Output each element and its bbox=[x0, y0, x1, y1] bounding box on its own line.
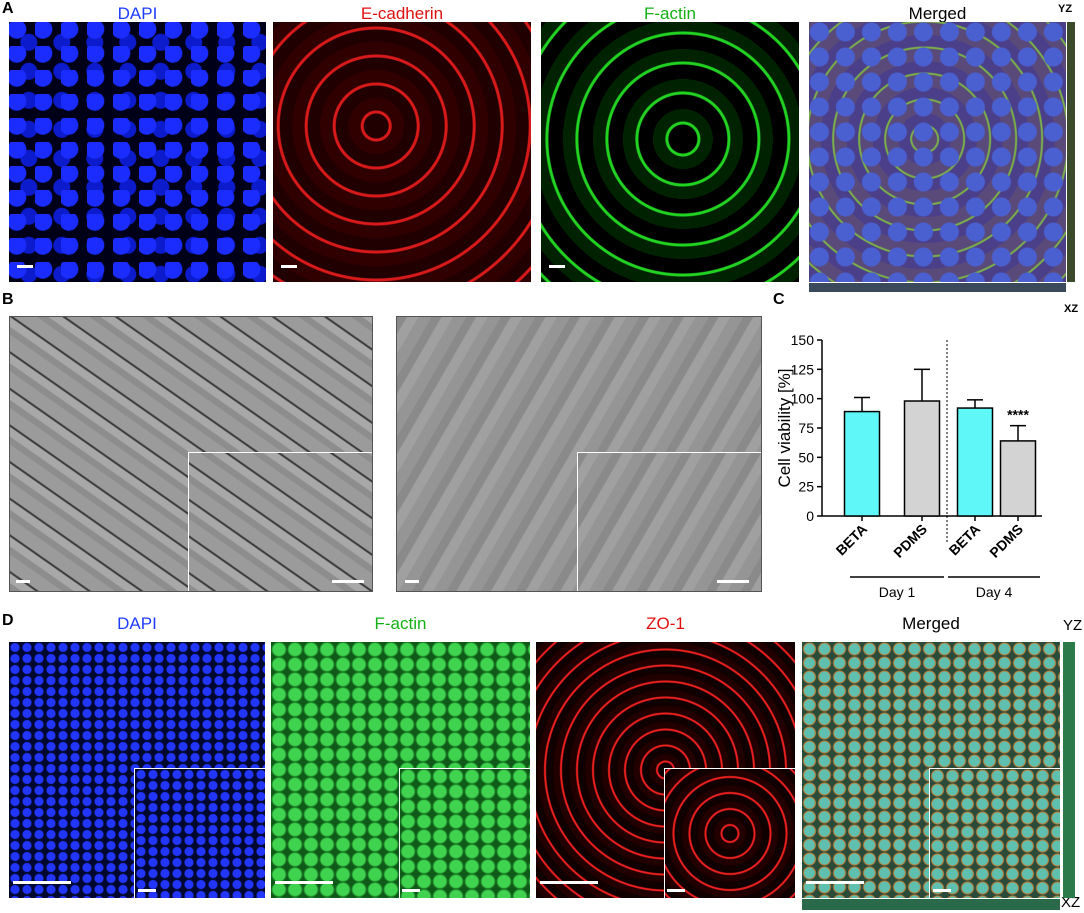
yz-strip bbox=[1067, 22, 1075, 282]
panel-title: DAPI bbox=[117, 614, 157, 633]
y-tick-label: 125 bbox=[791, 361, 815, 377]
panel-title: ZO-1 bbox=[646, 614, 685, 633]
x-tick-label: BETA bbox=[946, 521, 984, 559]
panel-title: F-actin bbox=[374, 614, 427, 633]
panel-label: C bbox=[773, 291, 785, 308]
axis-label: YZ bbox=[1063, 617, 1083, 634]
y-tick-label: 0 bbox=[806, 508, 814, 524]
y-tick-label: 25 bbox=[798, 479, 814, 495]
sem-image bbox=[396, 316, 762, 592]
bar bbox=[999, 440, 1037, 517]
panel-label: A bbox=[2, 0, 14, 17]
axis-label: XZ bbox=[1061, 894, 1081, 911]
bar bbox=[843, 410, 881, 517]
micrograph bbox=[809, 22, 1066, 282]
micrograph bbox=[541, 22, 799, 282]
group-label: Day 4 bbox=[976, 584, 1013, 600]
y-axis-label: Cell viability [%] bbox=[775, 368, 794, 487]
micrograph bbox=[536, 642, 795, 898]
micrograph bbox=[9, 22, 266, 282]
xz-strip bbox=[809, 283, 1066, 292]
micrograph bbox=[9, 642, 265, 898]
y-tick-label: 75 bbox=[798, 420, 814, 436]
y-tick-label: 50 bbox=[798, 449, 814, 465]
panel-label: D bbox=[2, 612, 14, 629]
micrograph bbox=[271, 642, 530, 898]
yz-strip bbox=[1063, 642, 1075, 898]
y-tick-label: 100 bbox=[791, 391, 815, 407]
micrograph bbox=[802, 642, 1060, 898]
panel-title: E-cadherin bbox=[360, 4, 444, 23]
xz-strip bbox=[802, 899, 1060, 910]
bar bbox=[956, 407, 994, 517]
panel-title: Merged bbox=[902, 614, 960, 633]
x-tick-label: BETA bbox=[833, 521, 871, 559]
x-tick-label: PDMS bbox=[890, 521, 930, 561]
axis-label: YZ bbox=[1058, 3, 1073, 15]
annotation: **** bbox=[1007, 407, 1029, 423]
panel-title: Merged bbox=[908, 4, 967, 23]
micrograph bbox=[273, 22, 531, 282]
bar bbox=[903, 400, 941, 517]
panel-title: DAPI bbox=[117, 4, 158, 23]
sem-image bbox=[9, 316, 373, 592]
x-tick-label: PDMS bbox=[986, 521, 1026, 561]
panel-title: F-actin bbox=[644, 4, 696, 23]
y-tick-label: 150 bbox=[791, 332, 815, 348]
group-label: Day 1 bbox=[879, 584, 916, 600]
axis-label: XZ bbox=[1064, 303, 1079, 315]
panel-label: B bbox=[2, 291, 14, 308]
